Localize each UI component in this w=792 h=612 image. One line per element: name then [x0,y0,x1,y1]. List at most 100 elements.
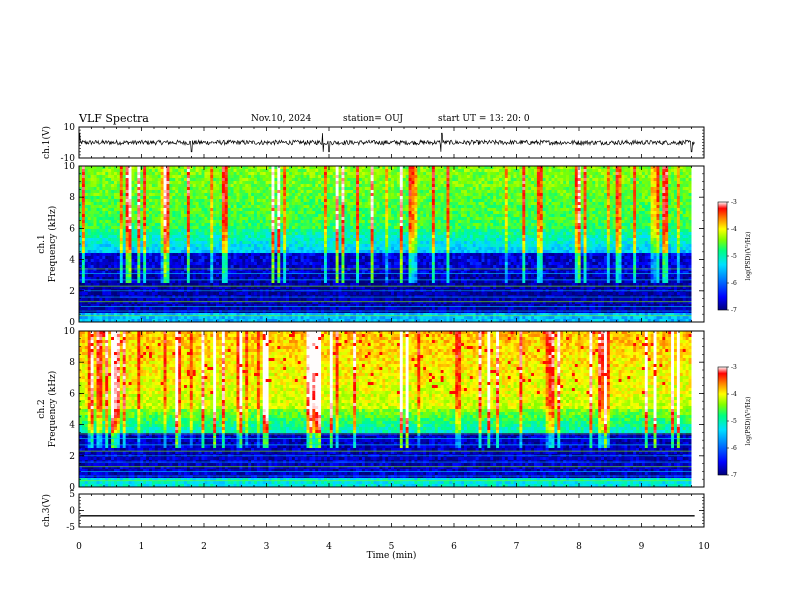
spectrogram-cell [129,304,132,307]
spectrogram-cell [137,175,140,178]
spectrogram-cell [99,304,102,307]
spectrogram-cell [111,304,114,307]
spectrogram-cell [102,256,105,259]
spectrogram-cell [172,259,175,262]
spectrogram-cell [158,190,161,193]
spectrogram-cell [99,238,102,241]
spectrogram-cell [91,286,94,289]
spectrogram-cell [169,250,172,253]
spectrogram-cell [146,298,149,301]
spectrogram-cell [169,223,172,226]
spectrogram-cell [158,208,161,211]
spectrogram-cell [137,244,140,247]
spectrogram-cell [94,181,97,184]
spectrogram-cell [155,223,158,226]
spectrogram-cell [105,304,108,307]
spectrogram-cell [172,199,175,202]
spectrogram-cell [82,217,85,220]
spectrogram-cell [82,175,85,178]
spectrogram-cell [140,190,143,193]
spectrogram-cell [91,304,94,307]
spectrogram-cell [102,238,105,241]
spectrogram-cell [97,280,100,283]
spectrogram-cell [129,244,132,247]
spectrogram-cell [169,214,172,217]
spectrogram-cell [108,250,111,253]
spectrogram-cell [161,232,164,235]
spectrogram-cell [172,304,175,307]
spectrogram-cell [126,220,129,223]
spectrogram-cell [158,229,161,232]
spectrogram-cell [161,208,164,211]
spectrogram-cell [161,175,164,178]
spectrogram-cell [94,175,97,178]
spectrogram-cell [134,184,137,187]
spectrogram-cell [178,220,181,223]
spectrogram-cell [132,280,135,283]
spectrogram-cell [169,196,172,199]
spectrogram-cell [137,241,140,244]
spectrogram-cell [85,187,88,190]
spectrogram-cell [155,202,158,205]
spectrogram-cell [167,199,170,202]
spectrogram-cell [97,181,100,184]
spectrogram-cell [167,247,170,250]
spectrogram-cell [91,205,94,208]
spectrogram-cell [114,250,117,253]
spectrogram-cell [143,310,146,313]
spectrogram-cell [140,295,143,298]
spectrogram-cell [88,259,91,262]
spectrogram-cell [167,235,170,238]
spectrogram-cell [161,250,164,253]
spectrogram-cell [169,316,172,319]
spectrogram-cell [158,178,161,181]
spectrogram-cell [105,175,108,178]
spectrogram-cell [111,310,114,313]
spectrogram-cell [129,172,132,175]
spectrogram-cell [91,190,94,193]
spectrogram-cell [97,172,100,175]
spectrogram-cell [164,187,167,190]
spectrogram-cell [132,187,135,190]
spectrogram-cell [126,265,129,268]
spectrogram-cell [146,187,149,190]
spectrogram-cell [178,187,181,190]
spectrogram-cell [178,169,181,172]
spectrogram-cell [169,307,172,310]
spectrogram-cell [85,262,88,265]
spectrogram-cell [155,259,158,262]
spectrogram-cell [172,172,175,175]
spectrogram-cell [114,286,117,289]
spectrogram-cell [146,181,149,184]
spectrogram-cell [114,181,117,184]
spectrogram-cell [85,169,88,172]
spectrogram-cell [175,250,178,253]
spectrogram-cell [140,310,143,313]
spectrogram-cell [94,208,97,211]
spectrogram-cell [140,280,143,283]
spectrogram-cell [178,268,181,271]
spectrogram-cell [126,316,129,319]
spectrogram-cell [114,310,117,313]
spectrogram-cell [114,190,117,193]
spectrogram-cell [88,211,91,214]
spectrogram-cell [105,280,108,283]
spectrogram-cell [132,202,135,205]
spectrogram-cell [149,181,152,184]
spectrogram-cell [149,247,152,250]
spectrogram-cell [108,181,111,184]
spectrogram-cell [82,286,85,289]
spectrogram-cell [108,184,111,187]
spectrogram-cell [132,250,135,253]
spectrogram-cell [102,265,105,268]
spectrogram-cell [88,250,91,253]
spectrogram-cell [161,202,164,205]
spectrogram-cell [117,256,120,259]
spectrogram-cell [111,316,114,319]
spectrogram-cell [181,184,184,187]
spectrogram-cell [143,268,146,271]
spectrogram-cell [169,253,172,256]
spectrogram-cell [129,292,132,295]
spectrogram-cell [140,211,143,214]
spectrogram-cell [117,298,120,301]
